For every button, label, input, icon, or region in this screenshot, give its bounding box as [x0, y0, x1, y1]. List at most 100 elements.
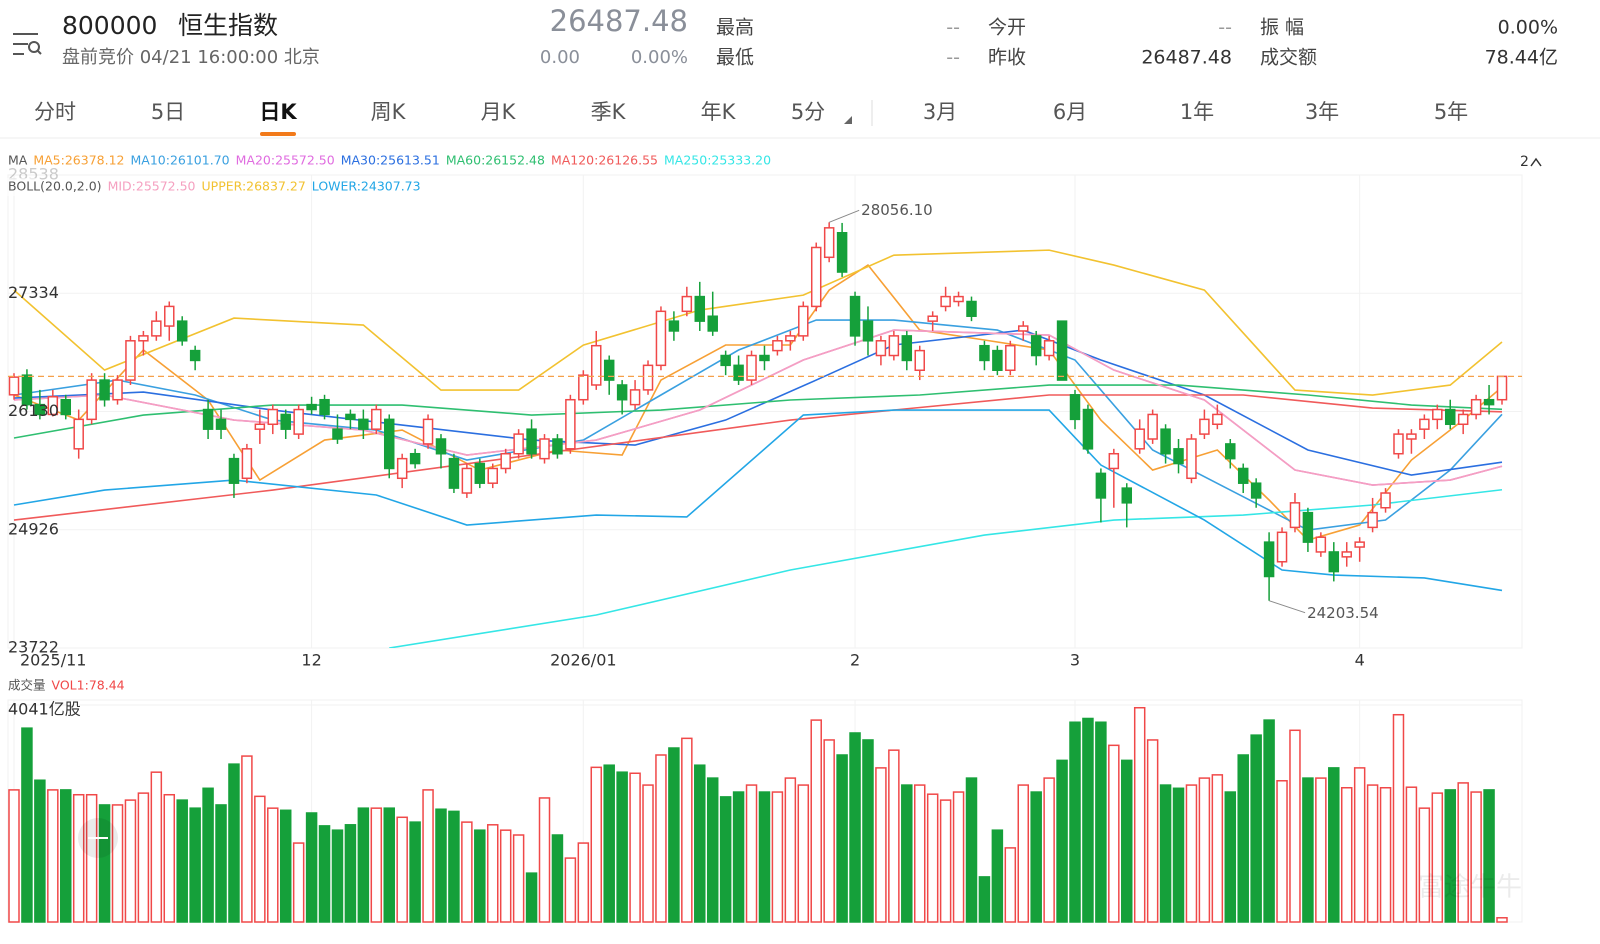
volume-bar	[47, 789, 59, 923]
volume-bar	[318, 825, 331, 923]
candle-body	[1173, 448, 1184, 465]
volume-bar	[706, 777, 719, 923]
volume-bar	[1198, 777, 1211, 923]
volume-bar	[1431, 792, 1444, 923]
candle-body	[1354, 541, 1365, 548]
indicator-line	[13, 249, 1503, 396]
legend-bg	[6, 178, 36, 196]
legend-item: MA20:25572.50	[236, 153, 335, 168]
candle-body	[578, 374, 589, 401]
candle-body	[1005, 344, 1016, 372]
indicator-line	[13, 409, 1503, 592]
tab[interactable]: 周K	[371, 100, 407, 124]
annotation-leader	[1268, 600, 1306, 614]
indicator-toggle[interactable]: 2	[1520, 154, 1529, 170]
tab[interactable]: 季K	[591, 100, 627, 124]
volume-bar	[279, 809, 292, 923]
candle-body	[901, 335, 913, 362]
tab-active[interactable]: 日K	[259, 100, 297, 124]
volume-bar	[965, 777, 978, 923]
candle-body	[539, 438, 550, 460]
candle-body	[707, 315, 718, 332]
range[interactable]: 1年	[1180, 100, 1214, 124]
tab[interactable]: 5分	[791, 100, 825, 124]
volume-bar	[758, 791, 771, 923]
tab[interactable]: 5日	[151, 100, 185, 124]
candle-body	[966, 300, 977, 317]
volume-bar	[694, 764, 706, 923]
volume-bar	[422, 789, 434, 923]
candle-body	[293, 408, 304, 435]
volume-bar	[913, 784, 926, 923]
range[interactable]: 3年	[1305, 100, 1339, 124]
candle-body	[603, 359, 615, 381]
candle-body	[616, 384, 628, 401]
range[interactable]: 3月	[923, 100, 957, 124]
volume-bar	[1172, 787, 1185, 923]
candle-body	[306, 403, 317, 411]
legend-title: BOLL(20.0,2.0)	[8, 179, 102, 194]
volume-bar	[745, 784, 758, 923]
candle-body	[1030, 335, 1042, 357]
volume-bar	[111, 804, 124, 923]
volume-bar	[8, 789, 20, 923]
candle-body	[86, 379, 97, 421]
y-tick-label: 4041亿股	[8, 700, 81, 719]
volume-bar	[564, 857, 577, 923]
candle-body	[888, 335, 900, 357]
range[interactable]: 6月	[1053, 100, 1087, 124]
x-tick-label: 2	[850, 651, 860, 670]
annotation-leader	[828, 209, 860, 223]
tab[interactable]: 年K	[701, 100, 737, 124]
volume-bar	[849, 732, 861, 923]
volume-bar	[228, 763, 240, 923]
tab[interactable]: 分时	[34, 100, 76, 124]
candle-body	[836, 232, 848, 273]
stock-name: 恒生指数	[178, 11, 278, 40]
volume-bar	[1185, 784, 1198, 923]
volume-bar	[1108, 744, 1120, 923]
tab-underline	[260, 132, 296, 136]
volume-bar	[616, 771, 628, 923]
volume-bar	[1405, 786, 1418, 923]
field-value: 0.00%	[1498, 17, 1558, 39]
volume-bar	[810, 719, 822, 923]
candle-body	[1496, 375, 1508, 401]
volume-bar	[1289, 729, 1301, 923]
candle-body	[642, 364, 654, 391]
field-value: --	[946, 47, 960, 69]
volume-bar	[1082, 717, 1094, 923]
volume-bar	[1263, 719, 1275, 923]
volume-bar	[1069, 721, 1081, 923]
field-label: 昨收	[988, 47, 1026, 69]
candle-body	[487, 467, 498, 484]
candle-body	[552, 438, 563, 455]
volume-bar	[124, 799, 137, 923]
tab[interactable]: 月K	[481, 100, 517, 124]
volume-bar	[85, 793, 98, 923]
candle-body	[1432, 408, 1443, 421]
x-tick-label: 12	[301, 651, 321, 670]
candle-body	[1147, 413, 1158, 440]
volume-bar	[486, 824, 499, 923]
volume-bar	[72, 793, 85, 923]
change-pct: 0.00%	[631, 47, 688, 68]
candle-body	[1470, 398, 1482, 416]
candle-body	[681, 295, 693, 313]
volume-bar	[448, 810, 460, 923]
volume-bar	[1121, 759, 1133, 923]
candle-body	[1134, 428, 1145, 450]
field-label: 最高	[716, 17, 754, 39]
candle-body	[1108, 452, 1120, 470]
range[interactable]: 5年	[1434, 100, 1468, 124]
menu-icon[interactable]	[13, 33, 42, 55]
volume-bar	[21, 727, 33, 923]
volume-title: 成交量	[8, 678, 46, 693]
volume-bar	[1004, 847, 1017, 923]
candle-body	[772, 340, 783, 352]
volume-bar	[176, 799, 188, 923]
candle-body	[1225, 443, 1236, 460]
candle-body	[1380, 492, 1391, 509]
volume-bar	[305, 812, 318, 923]
